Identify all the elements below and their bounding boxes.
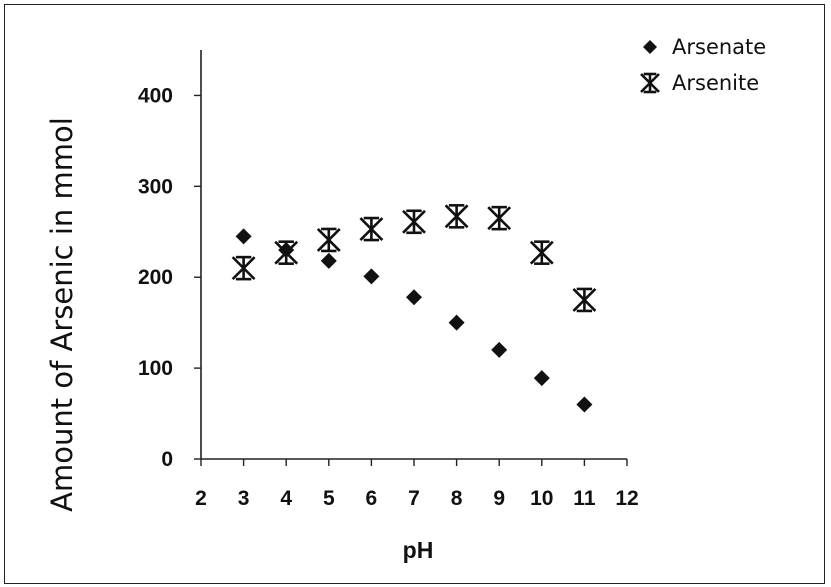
point-arsenate [576,396,593,413]
series-arsenate [235,228,593,413]
point-arsenite [572,287,597,313]
point-arsenite [274,240,299,265]
point-arsenate [363,268,380,285]
x-tick-label: 11 [573,487,596,510]
data-points [231,204,597,413]
point-arsenite [529,240,554,265]
point-arsenate [533,370,550,387]
x-tick-label: 8 [451,487,463,510]
tick-labels: 2 3 4 5 6 7 8 9 10 11 12 0 100 200 300 400 [138,84,639,510]
x-tick-label: 5 [323,487,335,510]
point-arsenite [231,255,256,281]
point-arsenate [320,252,337,269]
point-arsenate [491,341,508,358]
point-arsenite [402,209,426,235]
x-tick-label: 12 [615,487,638,510]
y-axis-title: Amount of Arsenic in mmol [45,117,79,512]
legend-marker-arsenate [643,40,657,54]
x-tick-label: 6 [366,487,378,510]
x-tick-label: 7 [408,487,420,510]
point-arsenate [406,289,422,306]
x-tick-label: 2 [195,487,207,510]
legend: Arsenate Arsenite [640,35,766,95]
x-tick-label: 9 [493,487,505,510]
x-tick-label: 10 [530,487,553,510]
point-arsenite [444,204,469,229]
x-tick-label: 4 [280,487,292,510]
y-tick-label: 400 [138,84,173,107]
axes [194,50,628,466]
legend-label-arsenite: Arsenite [672,71,759,95]
series-arsenite [231,204,597,313]
legend-label-arsenate: Arsenate [672,35,766,59]
point-arsenate [235,228,252,245]
point-arsenite [359,216,384,242]
y-tick-label: 0 [161,448,173,471]
x-tick-label: 3 [238,487,250,510]
legend-marker-arsenite [640,72,660,94]
point-arsenite [316,227,341,253]
point-arsenite [487,205,512,231]
y-tick-label: 300 [138,175,173,198]
y-tick-label: 200 [138,266,173,289]
point-arsenate [448,314,465,331]
y-tick-label: 100 [138,357,173,380]
x-axis-title: pH [403,537,434,563]
